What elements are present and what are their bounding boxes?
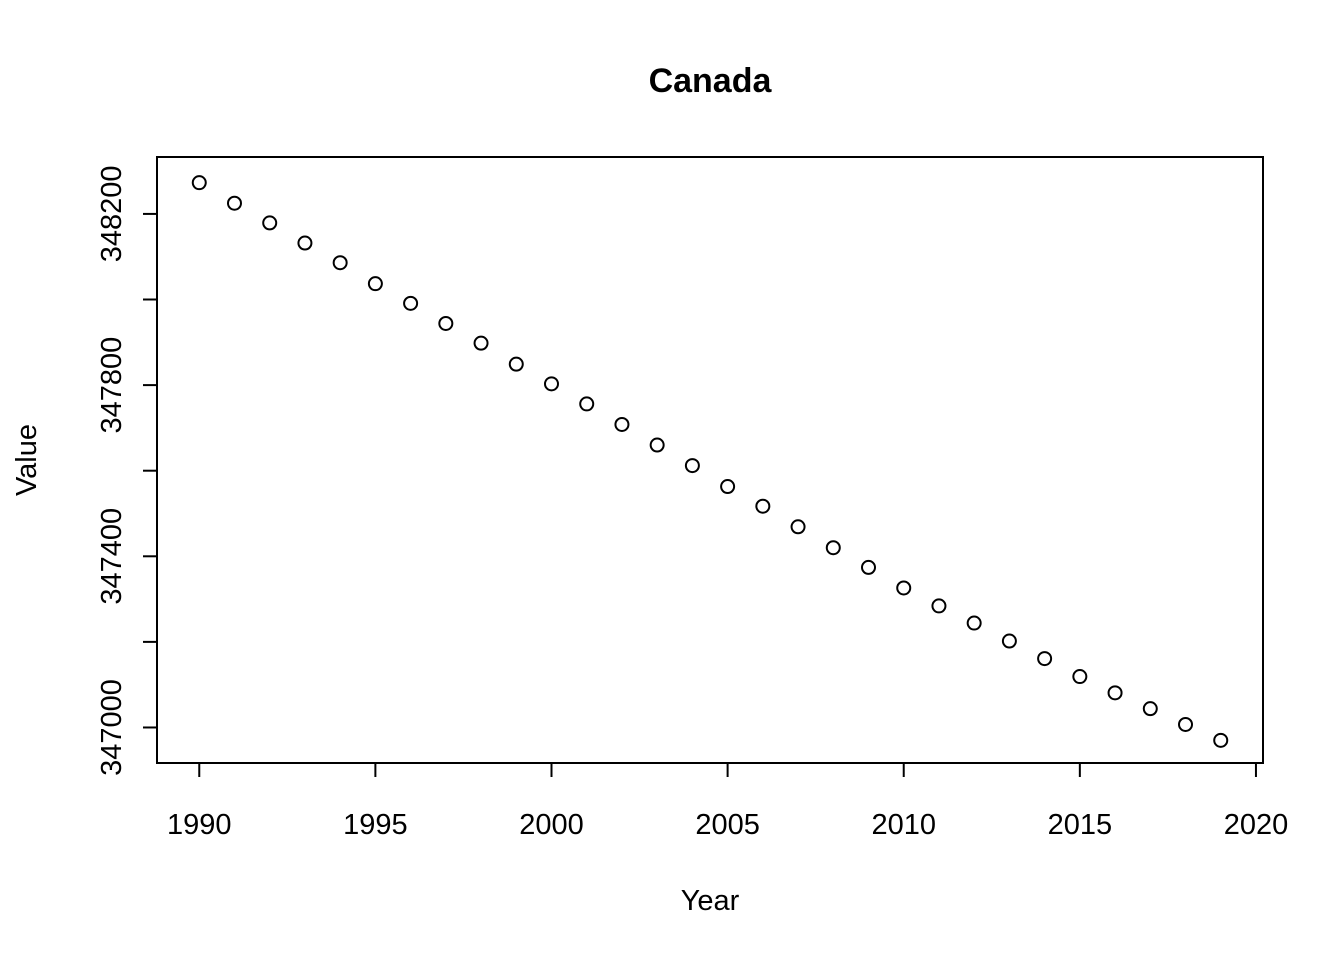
x-axis-label: Year xyxy=(681,885,740,917)
y-axis: 347000 347400 347800 348200 xyxy=(96,166,158,776)
x-axis: 1990 1995 2000 2005 2010 2015 2020 xyxy=(167,762,1289,841)
x-tick-label: 2015 xyxy=(1048,809,1113,841)
data-point xyxy=(614,416,630,432)
data-point xyxy=(543,376,559,392)
data-point xyxy=(684,458,700,474)
x-tick-label: 1995 xyxy=(343,809,408,841)
data-point xyxy=(825,540,841,556)
y-axis-label: Value xyxy=(11,424,43,496)
data-point xyxy=(1178,716,1194,732)
data-points xyxy=(191,175,1229,748)
data-point xyxy=(367,276,383,292)
data-point xyxy=(297,235,313,251)
data-point xyxy=(861,559,877,575)
data-point xyxy=(191,175,207,191)
x-tick-label: 2000 xyxy=(519,809,584,841)
x-tick-label: 1990 xyxy=(167,809,232,841)
data-point xyxy=(403,295,419,311)
data-point xyxy=(1142,701,1158,717)
data-point xyxy=(1037,651,1053,667)
data-point xyxy=(931,598,947,614)
data-point xyxy=(790,519,806,535)
data-point xyxy=(649,437,665,453)
y-tick-label: 347800 xyxy=(96,337,128,434)
data-point xyxy=(473,335,489,351)
chart-title: Canada xyxy=(649,62,773,100)
data-point xyxy=(438,315,454,331)
x-tick-label: 2020 xyxy=(1224,809,1289,841)
data-point xyxy=(1072,669,1088,685)
data-point xyxy=(1001,633,1017,649)
data-point xyxy=(720,479,736,495)
data-point xyxy=(226,195,242,211)
plot-frame xyxy=(156,156,1264,764)
data-point xyxy=(1107,685,1123,701)
data-point xyxy=(332,255,348,271)
data-point xyxy=(966,615,982,631)
x-tick-label: 2005 xyxy=(695,809,760,841)
y-tick-label: 347000 xyxy=(96,679,128,776)
y-tick-label: 348200 xyxy=(96,166,128,263)
y-tick-label: 347400 xyxy=(96,508,128,605)
data-point xyxy=(896,580,912,596)
data-point xyxy=(262,215,278,231)
data-point xyxy=(755,498,771,514)
data-point xyxy=(1213,732,1229,748)
data-point xyxy=(508,356,524,372)
x-tick-label: 2010 xyxy=(871,809,936,841)
data-point xyxy=(579,396,595,412)
